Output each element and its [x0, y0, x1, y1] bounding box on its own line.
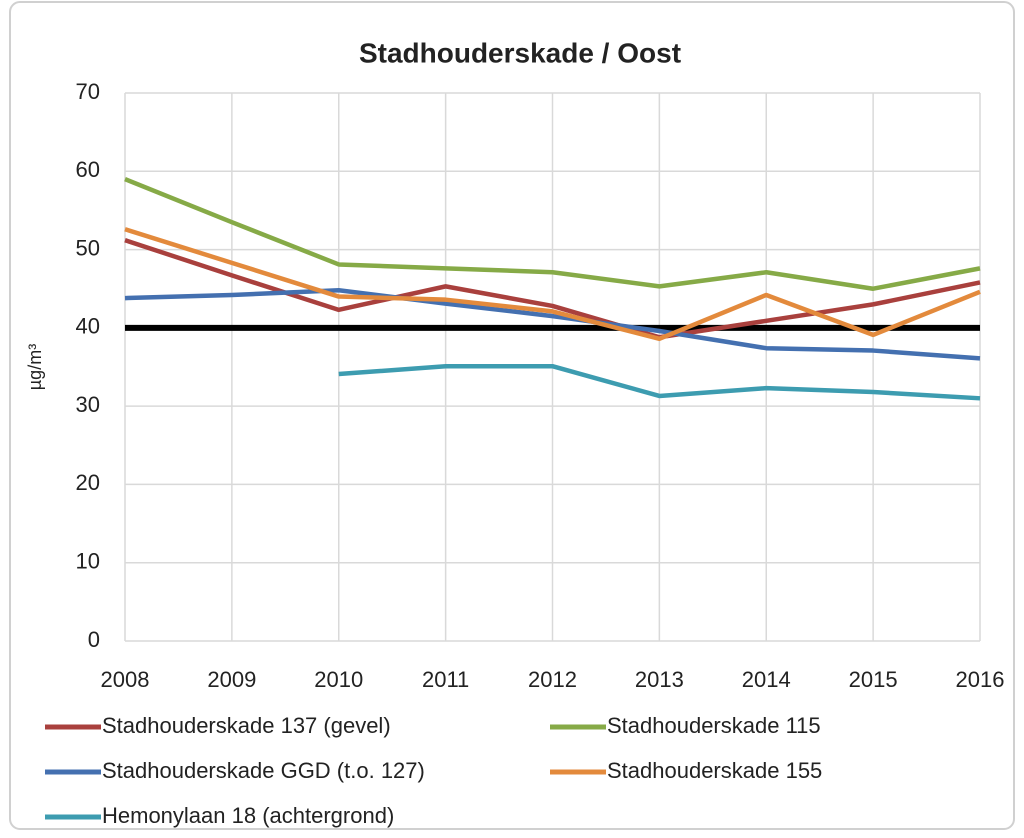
y-tick-label: 30	[76, 392, 100, 417]
x-tick-label: 2013	[635, 667, 684, 692]
y-tick-label: 20	[76, 470, 100, 495]
legend-label: Stadhouderskade 155	[607, 758, 822, 783]
x-tick-label: 2016	[956, 667, 1005, 692]
y-axis-label: µg/m³	[25, 344, 45, 390]
series-line	[124, 238, 981, 340]
chart-frame	[9, 1, 1015, 830]
legend-label: Stadhouderskade 115	[607, 713, 821, 738]
series-line	[124, 177, 981, 291]
y-tick-label: 60	[76, 157, 100, 182]
y-tick-label: 40	[76, 314, 100, 339]
y-tick-label: 0	[88, 627, 100, 652]
y-tick-label: 70	[76, 79, 100, 104]
legend-label: Hemonylaan 18 (achtergrond)	[102, 803, 394, 828]
x-tick-label: 2010	[314, 667, 363, 692]
x-tick-label: 2014	[742, 667, 791, 692]
x-tick-label: 2008	[101, 667, 150, 692]
series-line	[124, 227, 981, 342]
legend-label: Stadhouderskade 137 (gevel)	[102, 713, 391, 738]
y-tick-label: 10	[76, 549, 100, 574]
x-tick-label: 2009	[207, 667, 256, 692]
legend-label: Stadhouderskade GGD (t.o. 127)	[102, 758, 425, 783]
x-tick-label: 2011	[422, 667, 469, 692]
series-line	[338, 363, 981, 401]
chart-title: Stadhouderskade / Oost	[359, 37, 681, 68]
series-line	[124, 288, 981, 361]
y-tick-label: 50	[76, 235, 100, 260]
x-tick-label: 2012	[528, 667, 577, 692]
x-tick-label: 2015	[849, 667, 898, 692]
